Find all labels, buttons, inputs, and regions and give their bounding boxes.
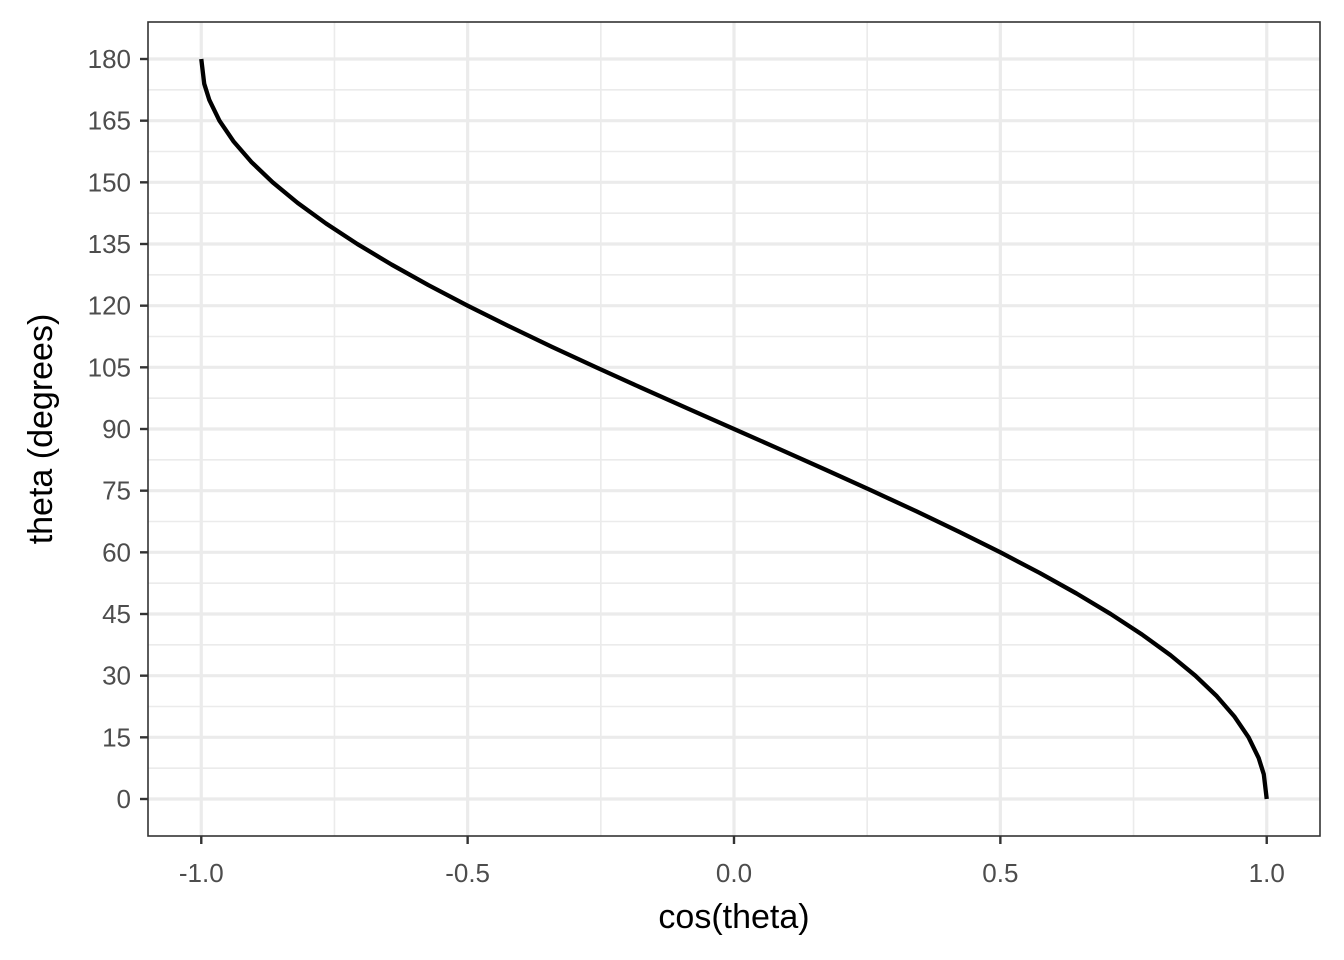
y-tick-label: 120 [88, 291, 131, 321]
y-tick-label: 165 [88, 106, 131, 136]
series-layer [199, 58, 1269, 800]
x-tick-label: 0.0 [716, 858, 752, 888]
y-tick-label: 135 [88, 229, 131, 259]
x-tick-label: -0.5 [445, 858, 490, 888]
y-tick-label: 15 [102, 722, 131, 752]
axis-ticks [140, 57, 1268, 844]
y-tick-label: 45 [102, 599, 131, 629]
y-tick-label: 150 [88, 167, 131, 197]
x-axis-title: cos(theta) [658, 898, 809, 936]
y-tick-label: 30 [102, 661, 131, 691]
x-tick-label: 1.0 [1249, 858, 1285, 888]
y-tick-label: 75 [102, 476, 131, 506]
x-tick-label: 0.5 [982, 858, 1018, 888]
y-tick-label: 60 [102, 537, 131, 567]
y-tick-label: 105 [88, 352, 131, 382]
tick-labels: 0 15 30 45 60 75 90 105 120 135 150 165 180 -1.0 -0.5 0… [88, 44, 1285, 888]
y-tick-label: 90 [102, 414, 131, 444]
x-tick-label: -1.0 [179, 858, 224, 888]
y-axis-title: theta (degrees) [22, 314, 60, 545]
series-line [199, 58, 1269, 800]
y-tick-label: 180 [88, 44, 131, 74]
y-tick-label: 0 [117, 784, 131, 814]
grid [148, 22, 1320, 836]
